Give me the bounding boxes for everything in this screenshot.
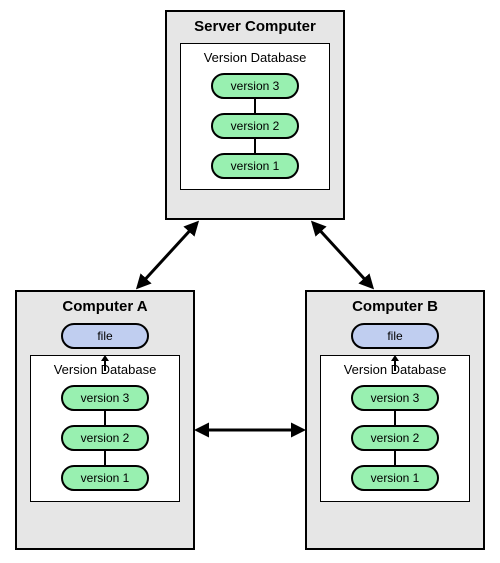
computer-b: Computer B file Version Database version…: [305, 290, 485, 550]
version-connector: [254, 139, 256, 153]
version-connector: [394, 451, 396, 465]
computer-a: Computer A file Version Database version…: [15, 290, 195, 550]
version-connector: [394, 411, 396, 425]
edge-arrow: [315, 225, 370, 285]
computer-a-version-database: Version Database version 3version 2versi…: [30, 355, 180, 502]
computer-a-title: Computer A: [17, 298, 193, 315]
computer-b-file: file: [351, 323, 439, 349]
version-node: version 3: [211, 73, 299, 99]
version-node: version 3: [61, 385, 149, 411]
version-node: version 1: [351, 465, 439, 491]
computer-b-title: Computer B: [307, 298, 483, 315]
computer-b-file-label: file: [387, 329, 402, 343]
version-node: version 1: [61, 465, 149, 491]
server-version-database: Version Database version 3version 2versi…: [180, 43, 330, 190]
server-computer: Server Computer Version Database version…: [165, 10, 345, 220]
version-node: version 3: [351, 385, 439, 411]
version-connector: [104, 451, 106, 465]
computer-a-versions: version 3 version 2 version 1: [31, 385, 179, 491]
computer-b-version-database: Version Database version 3version 2versi…: [320, 355, 470, 502]
edge-arrow: [140, 225, 195, 285]
server-title: Server Computer: [167, 18, 343, 35]
computer-b-versions: version 3 version 2 version 1: [321, 385, 469, 491]
version-node: version 2: [61, 425, 149, 451]
version-node: version 2: [351, 425, 439, 451]
server-db-title: Version Database: [181, 50, 329, 65]
computer-a-file: file: [61, 323, 149, 349]
version-connector: [104, 411, 106, 425]
version-node: version 1: [211, 153, 299, 179]
computer-a-file-label: file: [97, 329, 112, 343]
server-versions: version 3 version 2 version 1: [181, 73, 329, 179]
version-node: version 2: [211, 113, 299, 139]
version-connector: [254, 99, 256, 113]
